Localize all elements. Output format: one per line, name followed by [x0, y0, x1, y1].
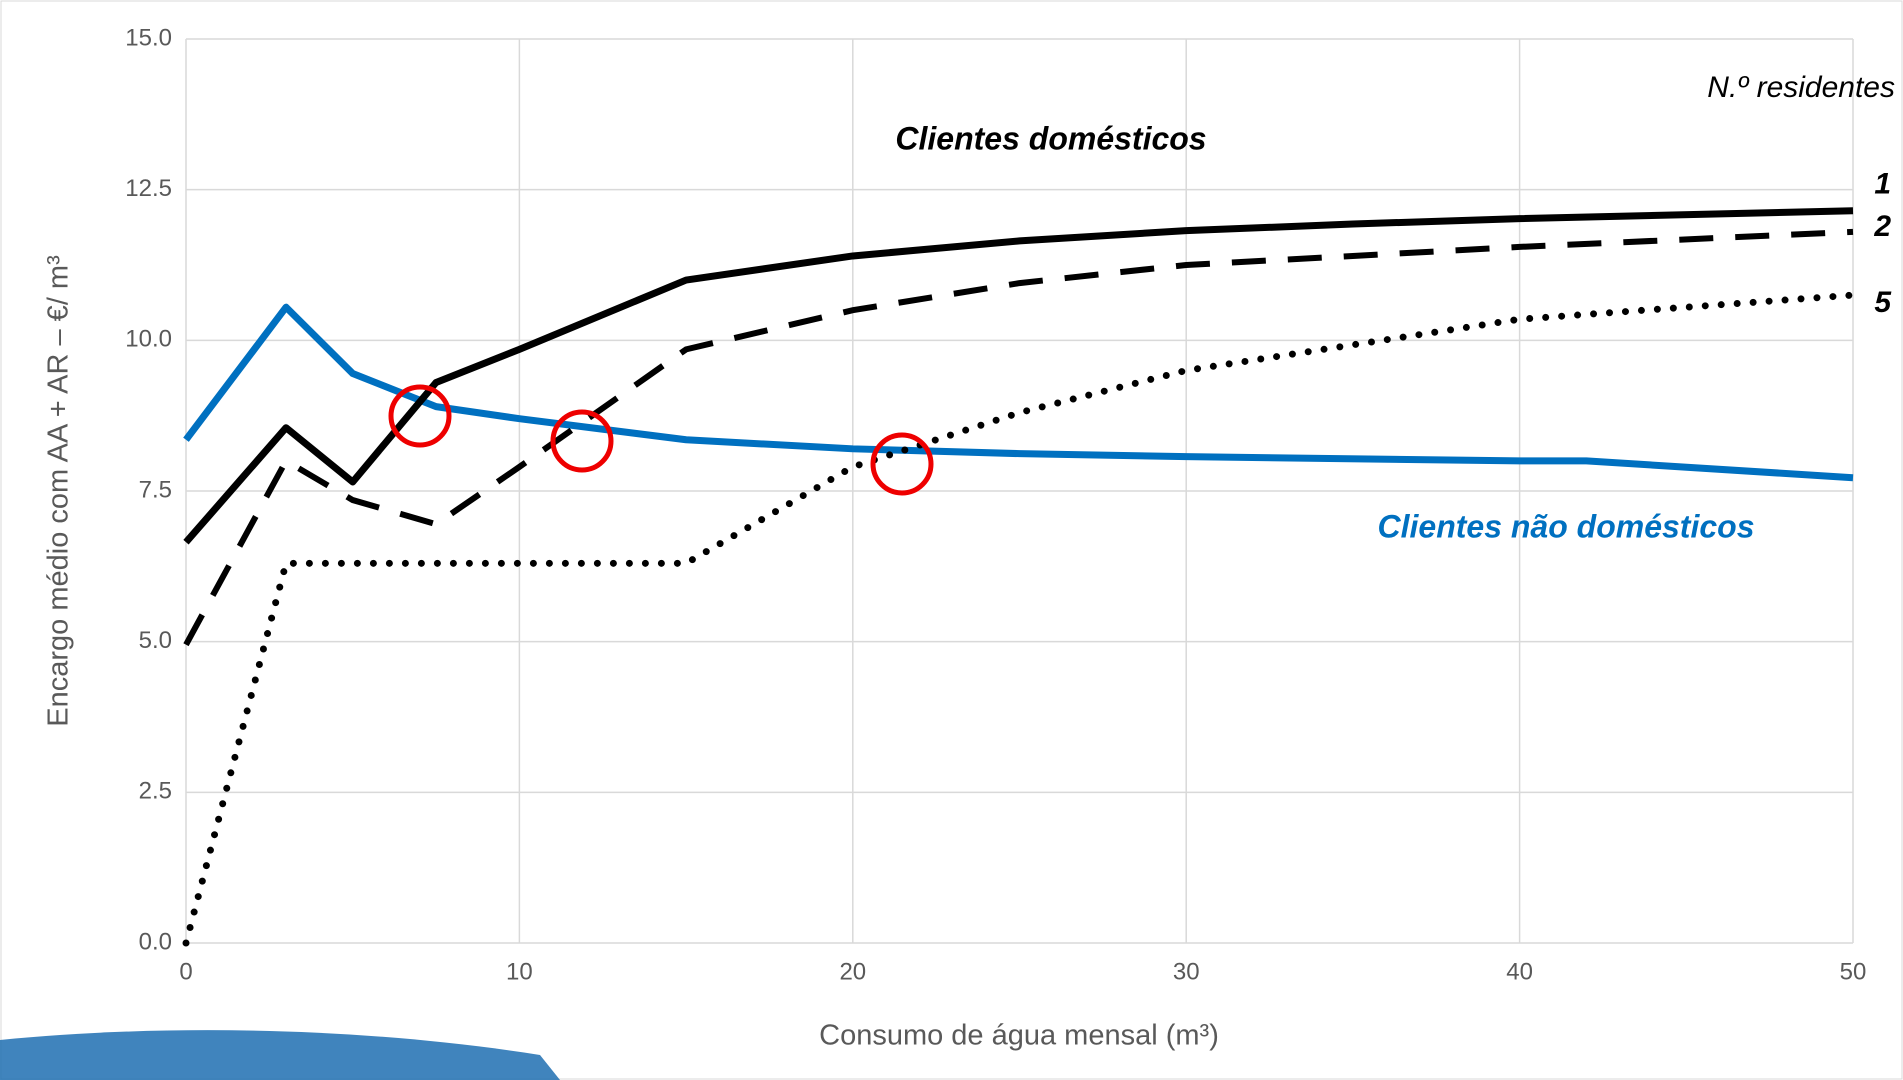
- y-tick-label: 15.0: [125, 24, 172, 51]
- x-tick-label: 50: [1840, 958, 1867, 985]
- annotation: Clientes domésticos: [895, 120, 1206, 156]
- chart: Clientes domésticos N.º residentes Consu…: [0, 0, 1903, 1080]
- y-tick-label: 10.0: [125, 326, 172, 353]
- x-tick-label: 30: [1173, 958, 1200, 985]
- x-tick-label: 40: [1506, 958, 1533, 985]
- x-tick-label: 20: [839, 958, 866, 985]
- y-tick-label: 5.0: [139, 627, 172, 654]
- y-tick-label: 12.5: [125, 175, 172, 202]
- y-tick-label: 0.0: [139, 928, 172, 955]
- series-label: 2: [1873, 210, 1891, 243]
- x-tick-label: 10: [506, 958, 533, 985]
- page: Clientes domésticos N.º residentes Consu…: [0, 0, 1903, 1080]
- series-label: 1: [1874, 168, 1891, 201]
- y-tick-label: 2.5: [139, 778, 172, 805]
- annotation: N.º residentes: [1707, 71, 1895, 104]
- y-tick-label: 7.5: [139, 476, 172, 503]
- x-tick-label: 0: [179, 958, 192, 985]
- series-label: Clientes não domésticos: [1378, 508, 1755, 544]
- y-axis-label: Encargo médio com AA + AR – €/ m³: [43, 255, 75, 727]
- series-label: 5: [1874, 286, 1892, 319]
- x-axis-label: Consumo de água mensal (m³): [819, 1020, 1219, 1052]
